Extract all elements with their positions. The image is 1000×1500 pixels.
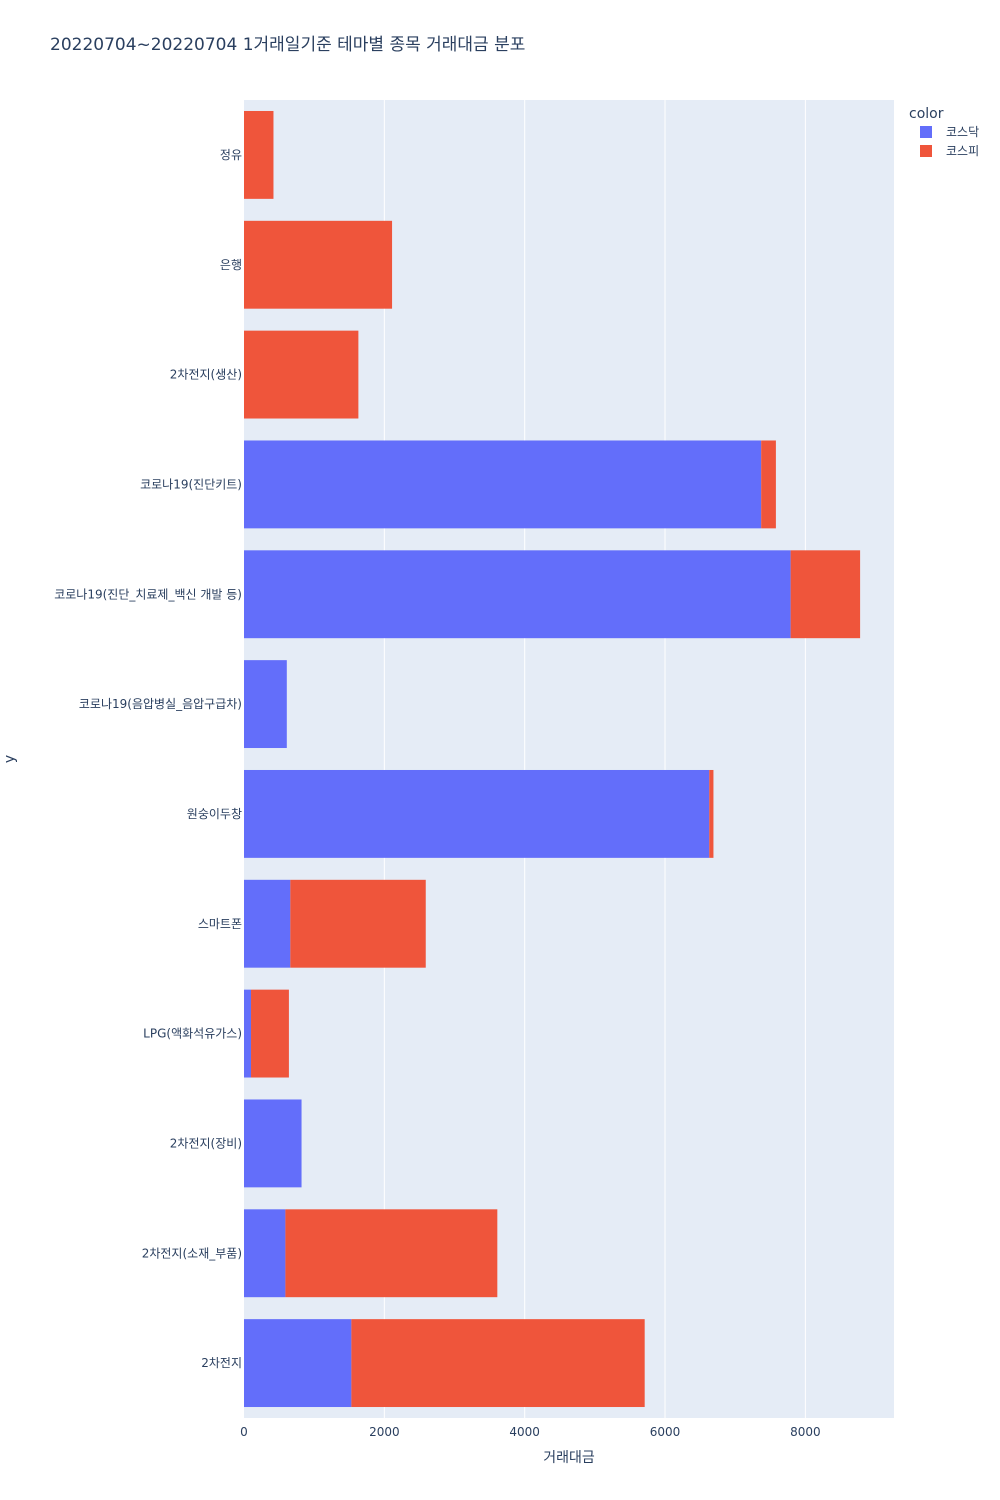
y-tick-label: 코로나19(진단키트) (140, 477, 242, 491)
bar-segment[interactable] (290, 879, 426, 968)
y-tick-label: 정유 (220, 148, 242, 162)
bar-segment[interactable] (244, 550, 791, 639)
bar-segment[interactable] (790, 550, 861, 639)
y-tick-label: LPG(액화석유가스) (143, 1027, 242, 1041)
bar-segment[interactable] (709, 769, 714, 858)
y-axis-title: y (2, 755, 18, 763)
x-tick-labels: 0 2000 4000 6000 8000 (240, 1425, 820, 1439)
bar-segment[interactable] (244, 989, 252, 1078)
bar-segment[interactable] (351, 1319, 645, 1408)
x-tick-label: 8000 (790, 1425, 821, 1439)
y-tick-label: 스마트폰 (198, 917, 242, 931)
bar-segment[interactable] (244, 1099, 302, 1188)
x-gridlines (383, 100, 806, 1418)
bar-segment[interactable] (244, 769, 710, 858)
y-tick-label: 코로나19(진단_치료제_백신 개발 등) (54, 587, 242, 601)
x-axis-title: 거래대금 (543, 1450, 595, 1466)
bar-segment[interactable] (285, 1209, 498, 1298)
bar-segment[interactable] (761, 440, 776, 529)
y-tick-label: 원숭이두창 (187, 807, 242, 821)
y-tick-label: 코로나19(음압병실_음압구급차) (79, 697, 242, 711)
bar-segment[interactable] (244, 220, 393, 309)
bar-segment[interactable] (244, 440, 762, 529)
bar-segment[interactable] (251, 989, 289, 1078)
y-tick-label: 2차전지(장비) (170, 1136, 242, 1150)
legend-item-label[interactable]: 코스닥 (946, 125, 979, 139)
y-tick-label: 2차전지(생산) (170, 368, 242, 382)
legend-swatch[interactable] (920, 145, 932, 157)
x-tick-label: 6000 (650, 1425, 681, 1439)
bar-segment[interactable] (244, 110, 274, 199)
bar-segment[interactable] (244, 330, 359, 419)
y-tick-label: 은행 (220, 257, 242, 272)
legend-swatch[interactable] (920, 126, 932, 138)
bar-segment[interactable] (244, 1209, 286, 1298)
bar-segment[interactable] (244, 879, 291, 968)
x-tick-label: 4000 (509, 1425, 540, 1439)
x-tick-label: 0 (240, 1425, 248, 1439)
bars (244, 110, 861, 1408)
legend-item-label[interactable]: 코스피 (946, 144, 979, 158)
plot-background (244, 100, 894, 1418)
bar-segment[interactable] (244, 1319, 352, 1408)
legend-title: color (909, 106, 944, 122)
bar-segment[interactable] (244, 660, 287, 749)
y-tick-label: 2차전지 (201, 1356, 242, 1370)
chart-title: 20220704~20220704 1거래일기준 테마별 종목 거래대금 분포 (50, 35, 525, 55)
y-tick-label: 2차전지(소재_부품) (142, 1246, 242, 1260)
x-tick-label: 2000 (369, 1425, 400, 1439)
